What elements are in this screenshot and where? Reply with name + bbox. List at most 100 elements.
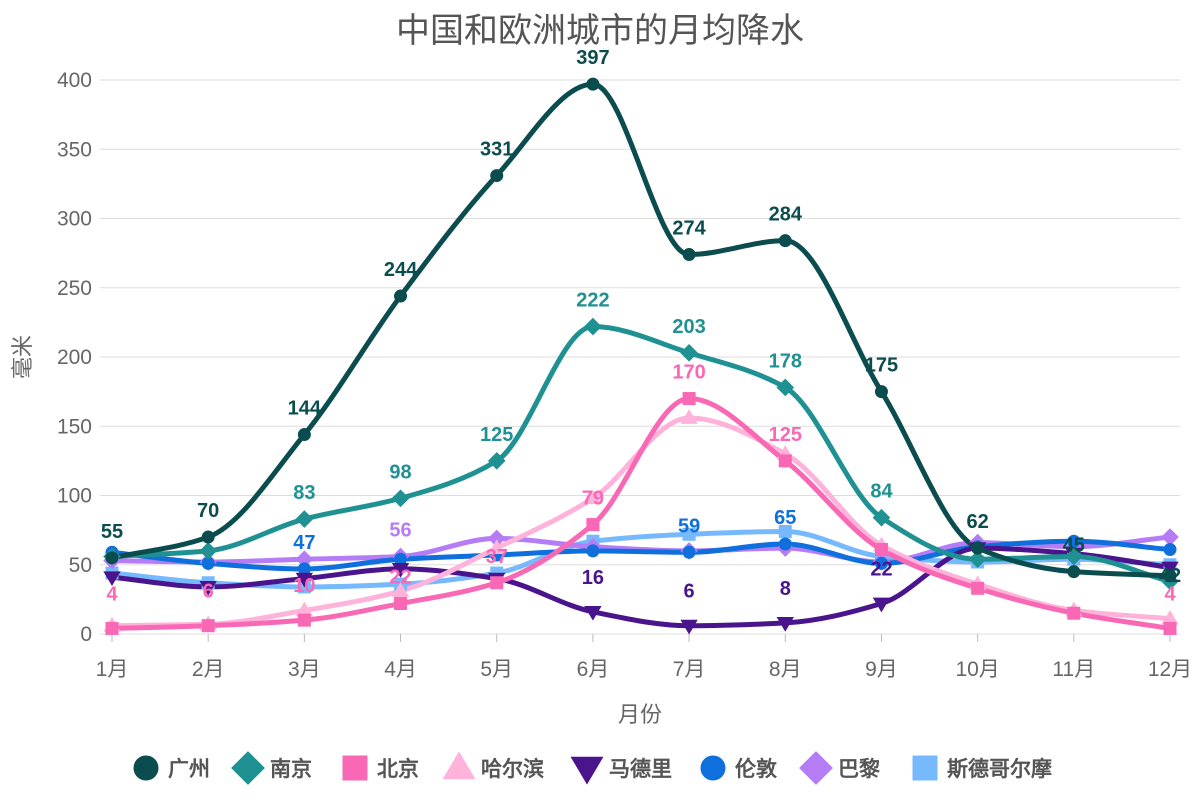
legend-item[interactable]: 北京	[342, 755, 419, 781]
data-point	[778, 537, 792, 551]
data-point	[872, 508, 891, 527]
data-label: 62	[967, 511, 989, 533]
legend-marker	[700, 755, 726, 781]
data-point	[776, 378, 795, 397]
data-point	[103, 571, 121, 586]
data-label: 203	[672, 316, 705, 338]
data-point	[1065, 547, 1083, 566]
data-point	[487, 452, 506, 470]
data-point	[394, 289, 408, 303]
data-label: 125	[769, 424, 802, 446]
data-point	[391, 489, 410, 508]
data-label: 125	[480, 424, 513, 446]
data-point	[488, 539, 506, 555]
y-tick-label: 0	[80, 623, 92, 646]
legend-marker	[799, 751, 833, 785]
data-label: 284	[769, 204, 803, 226]
data-point	[297, 428, 311, 442]
data-point	[1163, 569, 1177, 583]
data-label: 37	[486, 546, 508, 568]
data-point	[680, 409, 698, 424]
legend-label: 哈尔滨	[481, 757, 544, 781]
data-point	[201, 619, 215, 633]
x-tick-label: 1月	[96, 658, 129, 681]
data-label: 59	[678, 515, 700, 537]
data-label: 10	[293, 575, 315, 597]
y-axis-ticks: 0 50 100 150 200 250 300 350 400	[57, 69, 92, 646]
legend-marker	[133, 755, 159, 781]
legend-item[interactable]: 广州	[133, 755, 210, 781]
data-label: 79	[582, 488, 604, 510]
data-point	[1163, 621, 1177, 635]
legend-item[interactable]: 斯德哥尔摩	[912, 755, 1052, 781]
data-point	[490, 576, 504, 590]
data-label: 274	[672, 218, 706, 240]
data-point	[968, 550, 987, 569]
data-point	[586, 518, 600, 532]
data-point	[682, 545, 696, 559]
data-point	[874, 556, 888, 570]
x-tick-label: 5月	[480, 658, 513, 681]
x-tick-label: 2月	[192, 658, 225, 681]
data-point	[971, 581, 985, 595]
legend-item[interactable]: 巴黎	[799, 751, 880, 785]
legend-item[interactable]: 马德里	[570, 756, 672, 785]
data-point	[776, 617, 794, 632]
data-label: 22	[870, 559, 892, 581]
x-tick-label: 10月	[955, 658, 999, 681]
data-label: 22	[389, 567, 411, 589]
data-label: 47	[293, 532, 315, 554]
legend-marker	[231, 751, 265, 785]
legend-marker	[570, 756, 604, 785]
data-point	[199, 542, 217, 560]
data-point	[297, 613, 311, 627]
data-label: 98	[389, 461, 411, 483]
x-tick-label: 9月	[865, 658, 898, 681]
legend-label: 伦敦	[735, 757, 778, 781]
data-point	[874, 385, 888, 399]
data-label: 45	[1063, 535, 1085, 557]
data-point	[1067, 534, 1081, 548]
data-point	[1161, 528, 1179, 546]
data-point	[584, 489, 602, 505]
legend-label: 广州	[168, 757, 210, 781]
data-label: 84	[870, 481, 893, 503]
data-point	[586, 544, 600, 558]
data-point	[682, 527, 696, 541]
data-point	[295, 510, 314, 528]
data-point	[778, 454, 792, 468]
data-labels: 55 70 144 244 331 397 274 284 175 62 45 42 83 98 125 22…	[101, 47, 1181, 605]
y-tick-label: 150	[57, 415, 92, 438]
series-markers	[103, 77, 1179, 635]
data-point	[105, 621, 119, 635]
data-point	[584, 317, 602, 336]
data-label: 397	[576, 47, 609, 69]
x-tick-label: 8月	[769, 658, 802, 681]
data-label: 70	[197, 500, 219, 522]
data-point	[1067, 606, 1081, 620]
legend-item[interactable]: 哈尔滨	[442, 751, 544, 781]
y-tick-label: 300	[57, 208, 92, 231]
data-point	[682, 392, 696, 406]
data-point	[874, 543, 888, 557]
data-point	[391, 563, 410, 578]
data-label: 42	[1159, 565, 1181, 587]
legend-label: 北京	[377, 757, 419, 781]
legend-item[interactable]: 伦敦	[700, 755, 778, 781]
data-point	[1163, 543, 1177, 557]
data-label: 222	[576, 290, 609, 312]
y-tick-label: 400	[57, 69, 92, 92]
legend-item[interactable]: 南京	[231, 751, 312, 785]
y-tick-label: 100	[57, 485, 92, 508]
y-tick-label: 50	[69, 554, 92, 577]
data-label: 83	[293, 482, 315, 504]
data-label: 56	[389, 519, 411, 541]
data-point	[394, 597, 408, 611]
data-point	[199, 581, 217, 596]
x-tick-label: 4月	[384, 658, 417, 681]
data-point	[391, 582, 410, 597]
data-point	[971, 541, 985, 555]
data-label: 6	[203, 581, 214, 603]
data-point	[295, 572, 314, 588]
series-lines	[109, 81, 1173, 631]
